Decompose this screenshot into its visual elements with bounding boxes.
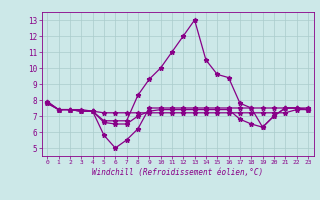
X-axis label: Windchill (Refroidissement éolien,°C): Windchill (Refroidissement éolien,°C) [92,168,263,177]
